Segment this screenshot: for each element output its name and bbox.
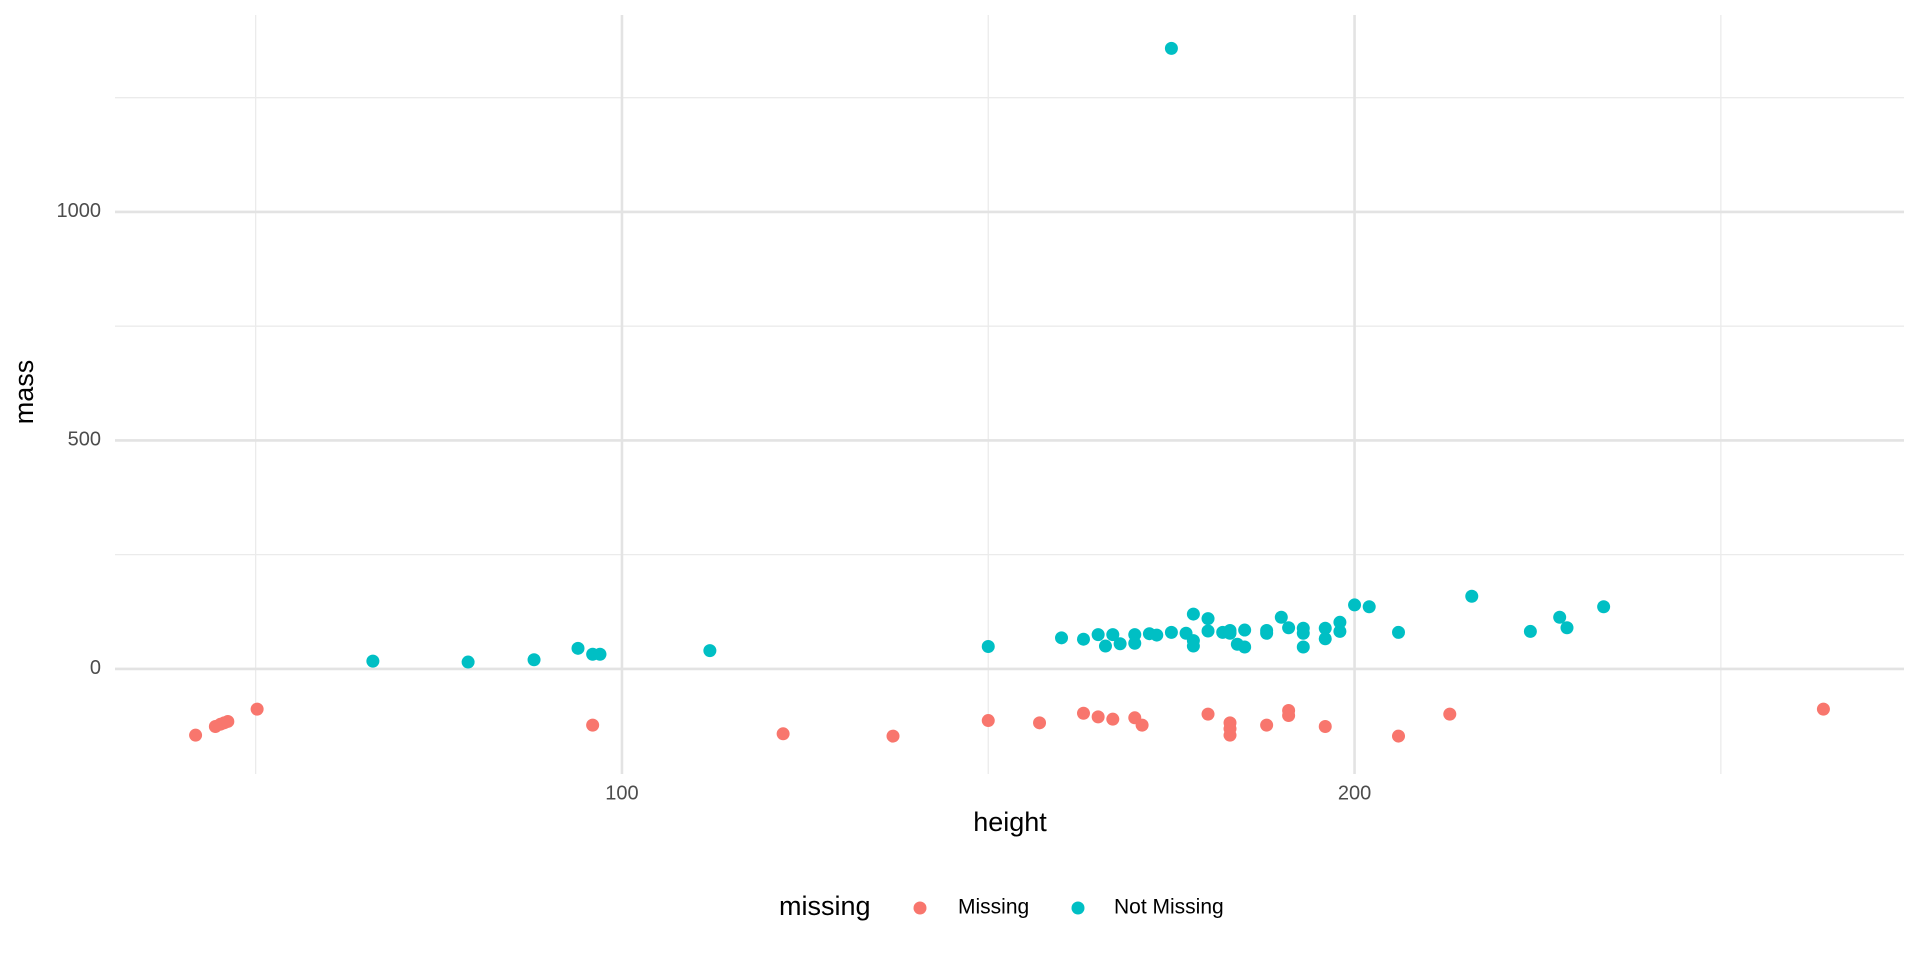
- point: [1296, 640, 1310, 654]
- point: [593, 647, 607, 661]
- point: [1597, 600, 1611, 614]
- point: [1113, 637, 1127, 651]
- point: [1201, 707, 1215, 721]
- point: [1223, 728, 1237, 742]
- point: [1106, 712, 1120, 726]
- point: [1282, 621, 1296, 635]
- point: [1091, 710, 1105, 724]
- point: [1318, 632, 1332, 646]
- point: [1282, 709, 1296, 723]
- point: [527, 653, 541, 667]
- legend-marker: [1071, 901, 1085, 915]
- legend-label: Missing: [958, 896, 1029, 919]
- point: [1333, 624, 1347, 638]
- point: [1443, 707, 1457, 721]
- point: [1260, 626, 1274, 640]
- point: [1164, 625, 1178, 639]
- point: [1106, 628, 1120, 642]
- point: [886, 729, 900, 743]
- point: [1076, 632, 1090, 646]
- point: [189, 728, 203, 742]
- point: [1348, 598, 1362, 612]
- y-tick-label: 0: [90, 657, 101, 679]
- x-tick-label: 200: [1338, 782, 1371, 804]
- point: [1186, 607, 1200, 621]
- point: [1318, 621, 1332, 635]
- point: [776, 727, 790, 741]
- point: [981, 714, 995, 728]
- point: [1098, 639, 1112, 653]
- points: [189, 41, 1830, 743]
- point: [1260, 718, 1274, 732]
- point: [1362, 600, 1376, 614]
- legend-marker: [913, 901, 927, 915]
- legend-label: Not Missing: [1114, 896, 1224, 919]
- point: [1201, 624, 1215, 638]
- point: [250, 702, 264, 716]
- x-axis-title: height: [973, 807, 1047, 837]
- point: [1238, 640, 1252, 654]
- point: [1164, 41, 1178, 55]
- point: [1296, 626, 1310, 640]
- point: [981, 640, 995, 654]
- point: [1392, 625, 1406, 639]
- y-tick-label: 1000: [57, 200, 102, 222]
- point: [586, 718, 600, 732]
- point: [221, 714, 235, 728]
- point: [1274, 610, 1288, 624]
- point: [1560, 621, 1574, 635]
- x-tick-label: 100: [605, 782, 638, 804]
- y-axis-title: mass: [9, 360, 39, 425]
- point: [1392, 729, 1406, 743]
- point: [571, 641, 585, 655]
- point: [1238, 623, 1252, 637]
- point: [1816, 702, 1830, 716]
- point: [366, 654, 380, 668]
- point: [1091, 628, 1105, 642]
- point: [1333, 615, 1347, 629]
- point: [1318, 719, 1332, 733]
- point: [1465, 589, 1479, 603]
- point: [1201, 612, 1215, 626]
- point: [1128, 636, 1142, 650]
- point: [1076, 706, 1090, 720]
- legend: missing Missing Not Missing: [779, 891, 1224, 921]
- point: [1150, 628, 1164, 642]
- point: [703, 644, 717, 658]
- point: [1055, 631, 1069, 645]
- legend-title: missing: [779, 891, 871, 921]
- grid: [115, 15, 1904, 774]
- point: [1135, 718, 1149, 732]
- point: [1033, 716, 1047, 730]
- y-tick-label: 500: [68, 429, 101, 451]
- point: [1523, 624, 1537, 638]
- point: [1223, 626, 1237, 640]
- point: [1553, 610, 1567, 624]
- point: [1186, 639, 1200, 653]
- point: [461, 655, 475, 669]
